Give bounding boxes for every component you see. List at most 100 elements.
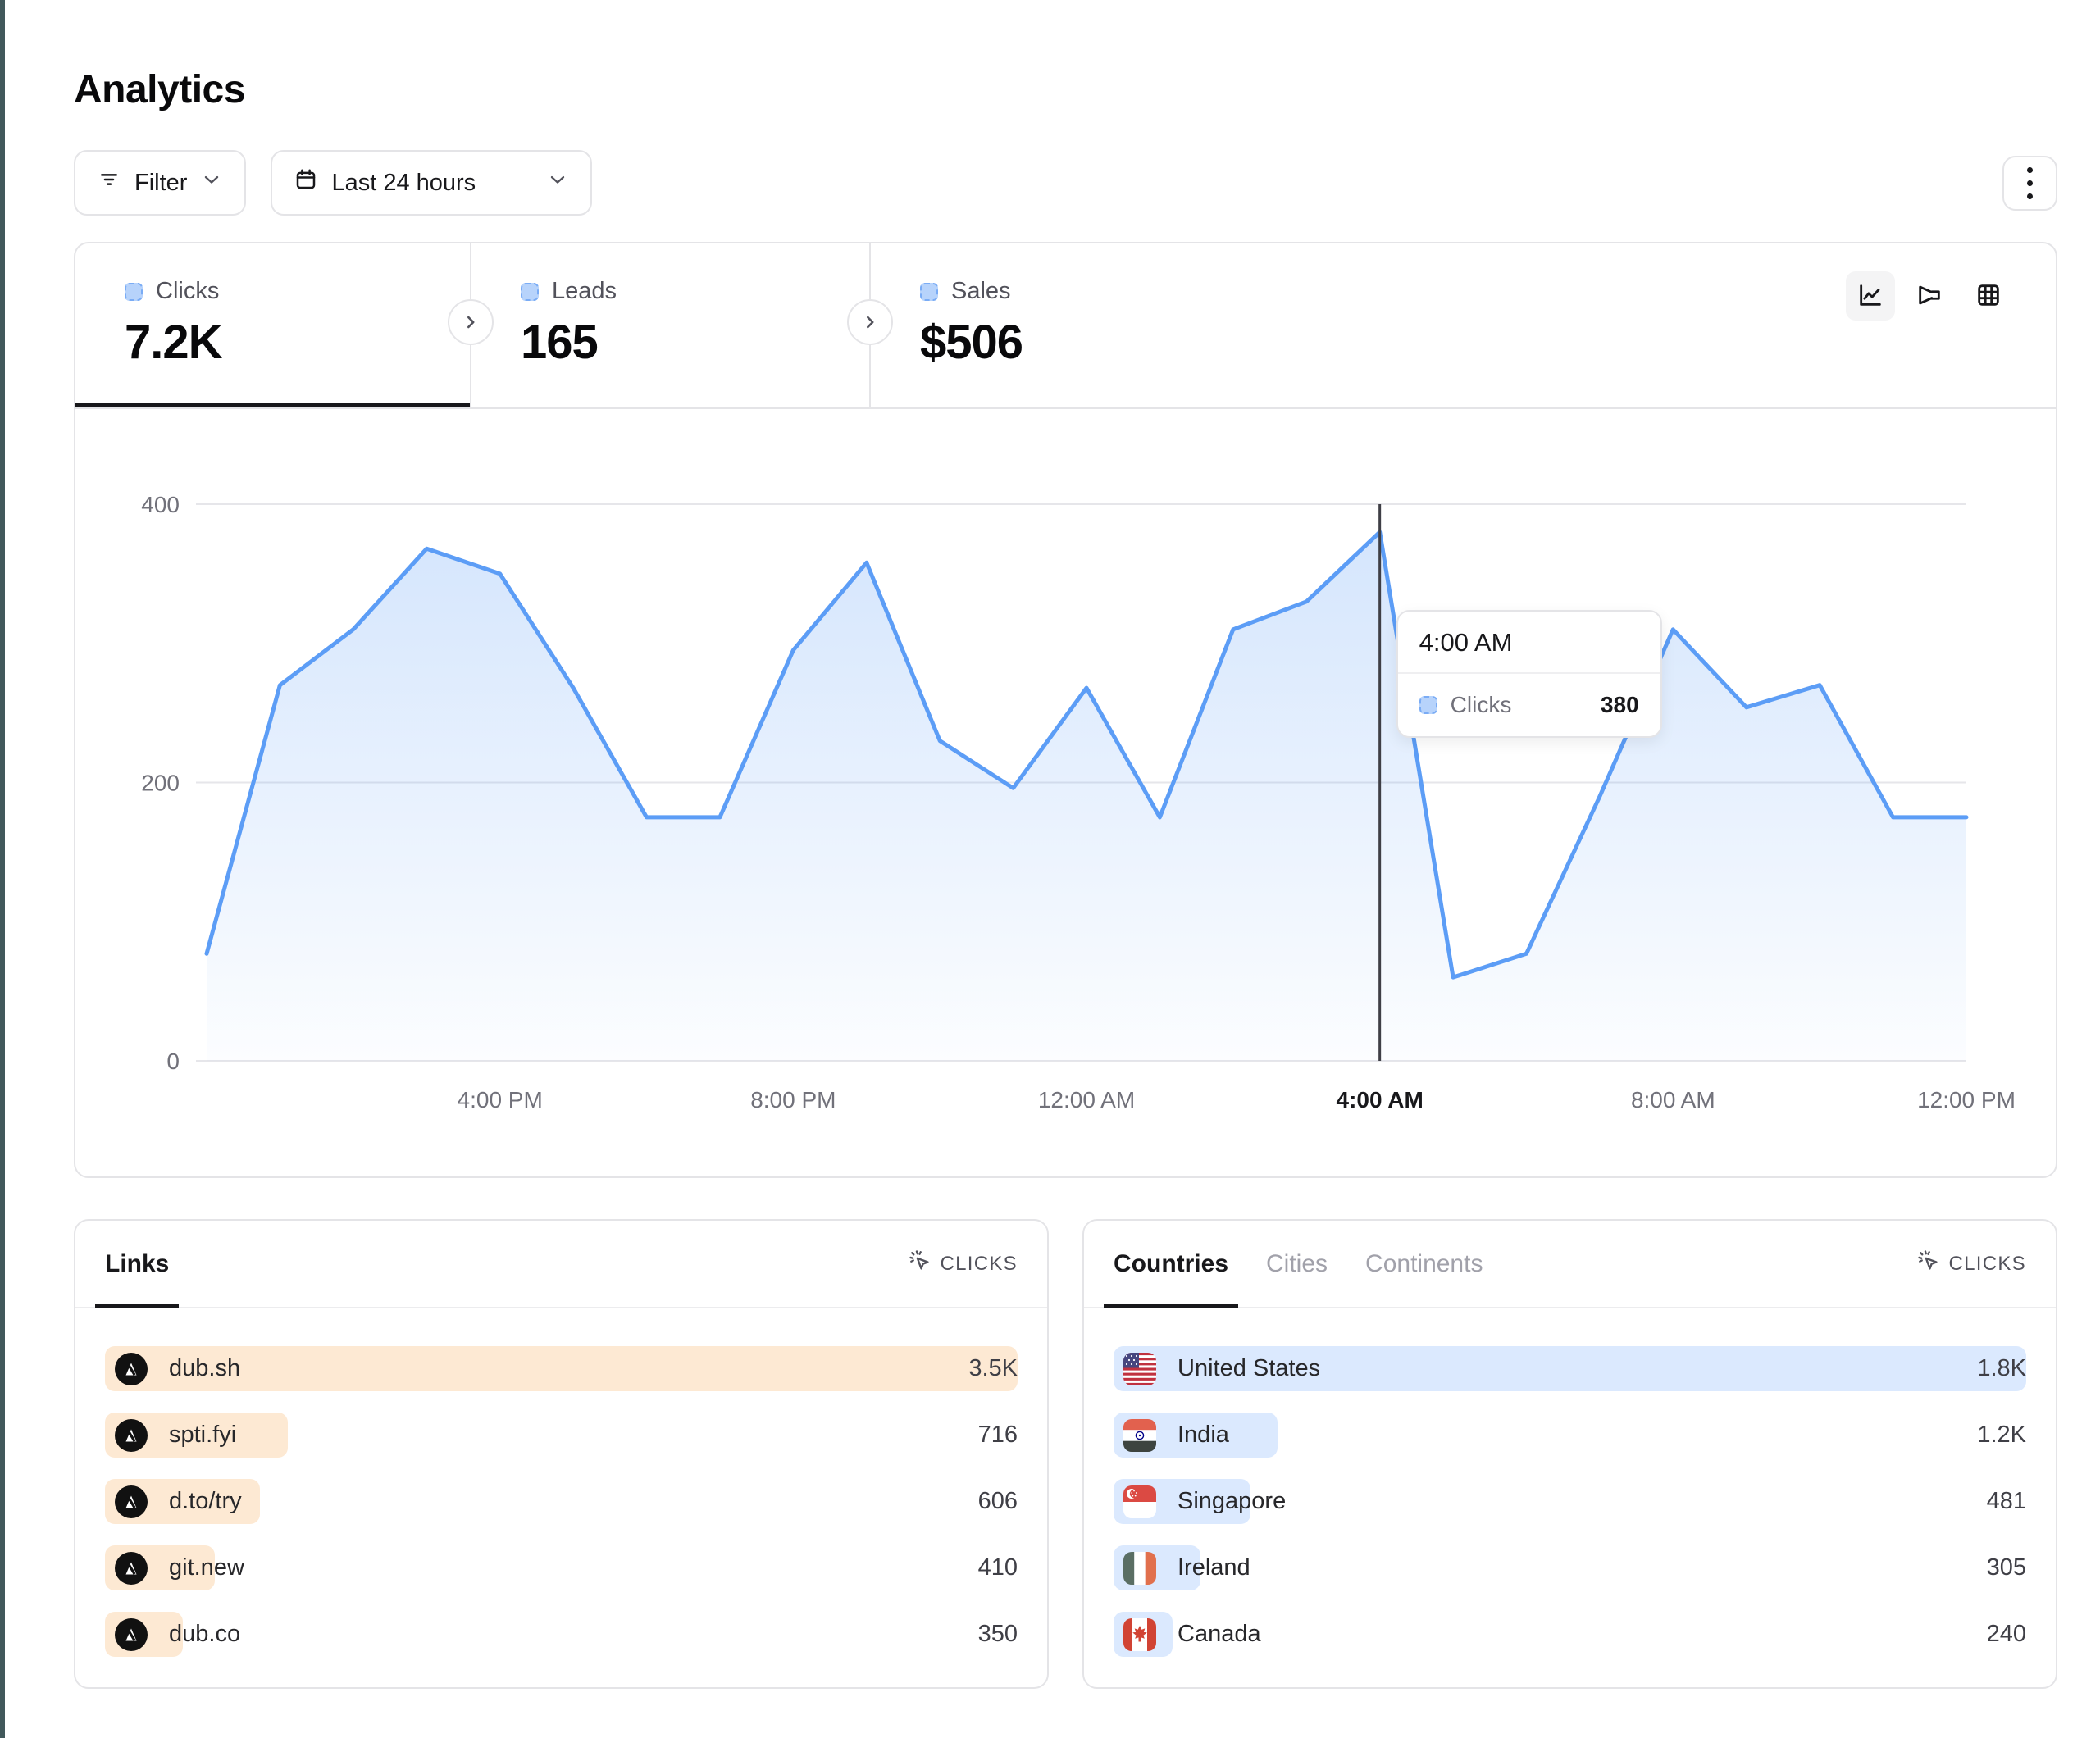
india-flag-icon [1123,1418,1156,1452]
link-clicks-value: 606 [977,1488,1018,1514]
tab-countries[interactable]: Countries [1103,1221,1239,1308]
funnel-icon [1916,281,1943,312]
clicks-legend-square [125,282,143,301]
analytics-card: Clicks 7.2K Leads 165 [74,242,2057,1178]
country-label: Canada [1178,1621,1261,1647]
funnel-view-button[interactable] [1905,271,1954,321]
country-bar [1114,1346,2026,1391]
chart-view-toolbar [1846,271,2013,321]
link-clicks-value: 716 [977,1422,1018,1448]
country-clicks-value: 1.8K [1977,1355,2026,1381]
country-clicks-value: 481 [1986,1488,2026,1514]
link-row-spti-fyi[interactable]: spti.fyi 716 [105,1413,1018,1458]
breakdown-panels: Links CLICKS dub.sh 3.5K [74,1219,2057,1689]
date-range-label: Last 24 hours [331,169,476,196]
country-row-ireland[interactable]: Ireland 305 [1114,1545,2026,1590]
cursor-click-icon [1916,1249,1941,1279]
stat-value-leads: 165 [521,316,599,369]
leads-legend-square [521,282,539,301]
next-stat-chevron[interactable] [448,299,494,345]
stat-value-sales: $506 [920,316,1023,369]
dub-logo-icon [115,1352,148,1385]
table-view-button[interactable] [1964,271,2013,321]
country-row-india[interactable]: India 1.2K [1114,1413,2026,1458]
tab-links[interactable]: Links [94,1221,180,1308]
country-clicks-value: 305 [1986,1554,2026,1581]
tooltip-time: 4:00 AM [1397,612,1660,674]
sales-legend-square [920,282,938,301]
tooltip-value: 380 [1600,692,1639,717]
link-clicks-value: 3.5K [968,1355,1018,1381]
links-metric-toggle[interactable]: CLICKS [908,1249,1018,1279]
line-chart-icon [1856,281,1884,312]
clicks-area-chart[interactable]: 0 200 400 4:00 PM 8:00 PM 12:00 AM 4:00 AM 8:00… [75,409,2056,1176]
svg-text:8:00 PM: 8:00 PM [750,1087,836,1112]
country-label: Ireland [1178,1554,1250,1581]
country-label: United States [1178,1355,1321,1381]
stat-tab-clicks[interactable]: Clicks 7.2K [75,243,494,407]
link-clicks-value: 410 [977,1554,1018,1581]
stat-label-clicks: Clicks [156,278,220,304]
tooltip-series-label: Clicks [1450,692,1512,717]
country-label: Singapore [1178,1488,1287,1514]
link-label: git.new [169,1554,244,1581]
filter-button-label: Filter [134,169,188,196]
next-stat-chevron[interactable] [847,299,893,345]
stats-tabs-row: Clicks 7.2K Leads 165 [75,243,2056,409]
link-clicks-value: 350 [977,1621,1018,1647]
ireland-flag-icon [1123,1551,1156,1585]
dub-logo-icon [115,1485,148,1518]
dub-logo-icon [115,1551,148,1585]
dub-logo-icon [115,1617,148,1651]
chevron-down-icon [200,168,223,198]
country-label: India [1178,1422,1229,1448]
link-row-d-to-try[interactable]: d.to/try 606 [105,1479,1018,1524]
country-clicks-value: 1.2K [1977,1422,2026,1448]
filter-icon [97,167,121,198]
chart-tooltip: 4:00 AM Clicks 380 [1396,610,1662,738]
line-chart-view-button[interactable] [1846,271,1895,321]
singapore-flag-icon [1123,1485,1156,1518]
svg-text:400: 400 [141,492,180,517]
tooltip-legend-square [1419,696,1437,714]
link-label: d.to/try [169,1488,242,1514]
svg-text:0: 0 [166,1049,180,1074]
link-label: dub.co [169,1621,241,1647]
stat-label-sales: Sales [951,278,1011,304]
country-row-singapore[interactable]: Singapore 481 [1114,1479,2026,1524]
link-row-git-new[interactable]: git.new 410 [105,1545,1018,1590]
us-flag-icon [1123,1352,1156,1385]
country-row-united-states[interactable]: United States 1.8K [1114,1346,2026,1391]
controls-row: Filter Last 24 hours [74,150,2057,216]
links-panel: Links CLICKS dub.sh 3.5K [74,1219,1049,1689]
dub-logo-icon [115,1418,148,1452]
page-title: Analytics [74,68,245,111]
chevron-down-icon [546,168,569,198]
link-row-dub-sh[interactable]: dub.sh 3.5K [105,1346,1018,1391]
svg-text:200: 200 [141,771,180,796]
date-range-button[interactable]: Last 24 hours [271,150,593,216]
country-row-canada[interactable]: Canada 240 [1114,1612,2026,1657]
svg-text:8:00 AM: 8:00 AM [1631,1087,1715,1112]
stat-tab-sales[interactable]: Sales $506 [871,243,1215,407]
stat-tab-leads[interactable]: Leads 165 [471,243,893,407]
links-metric-label: CLICKS [940,1252,1018,1275]
stat-value-clicks: 7.2K [125,316,223,369]
svg-text:12:00 AM: 12:00 AM [1038,1087,1135,1112]
link-bar [105,1346,1018,1391]
geo-metric-label: CLICKS [1948,1252,2026,1275]
canada-flag-icon [1123,1617,1156,1651]
link-row-dub-co[interactable]: dub.co 350 [105,1612,1018,1657]
tab-cities[interactable]: Cities [1266,1249,1328,1277]
tab-continents[interactable]: Continents [1365,1249,1483,1277]
cursor-click-icon [908,1249,932,1279]
link-label: dub.sh [169,1355,241,1381]
country-clicks-value: 240 [1986,1621,2026,1647]
calendar-icon [294,167,318,198]
more-options-button[interactable] [2002,155,2057,211]
filter-button[interactable]: Filter [74,150,247,216]
chart-canvas: 0 200 400 4:00 PM 8:00 PM 12:00 AM 4:00 AM 8:00… [141,492,2016,1112]
geo-panel: Countries Cities Continents CLICKS [1082,1219,2057,1689]
geo-metric-toggle[interactable]: CLICKS [1916,1249,2027,1279]
